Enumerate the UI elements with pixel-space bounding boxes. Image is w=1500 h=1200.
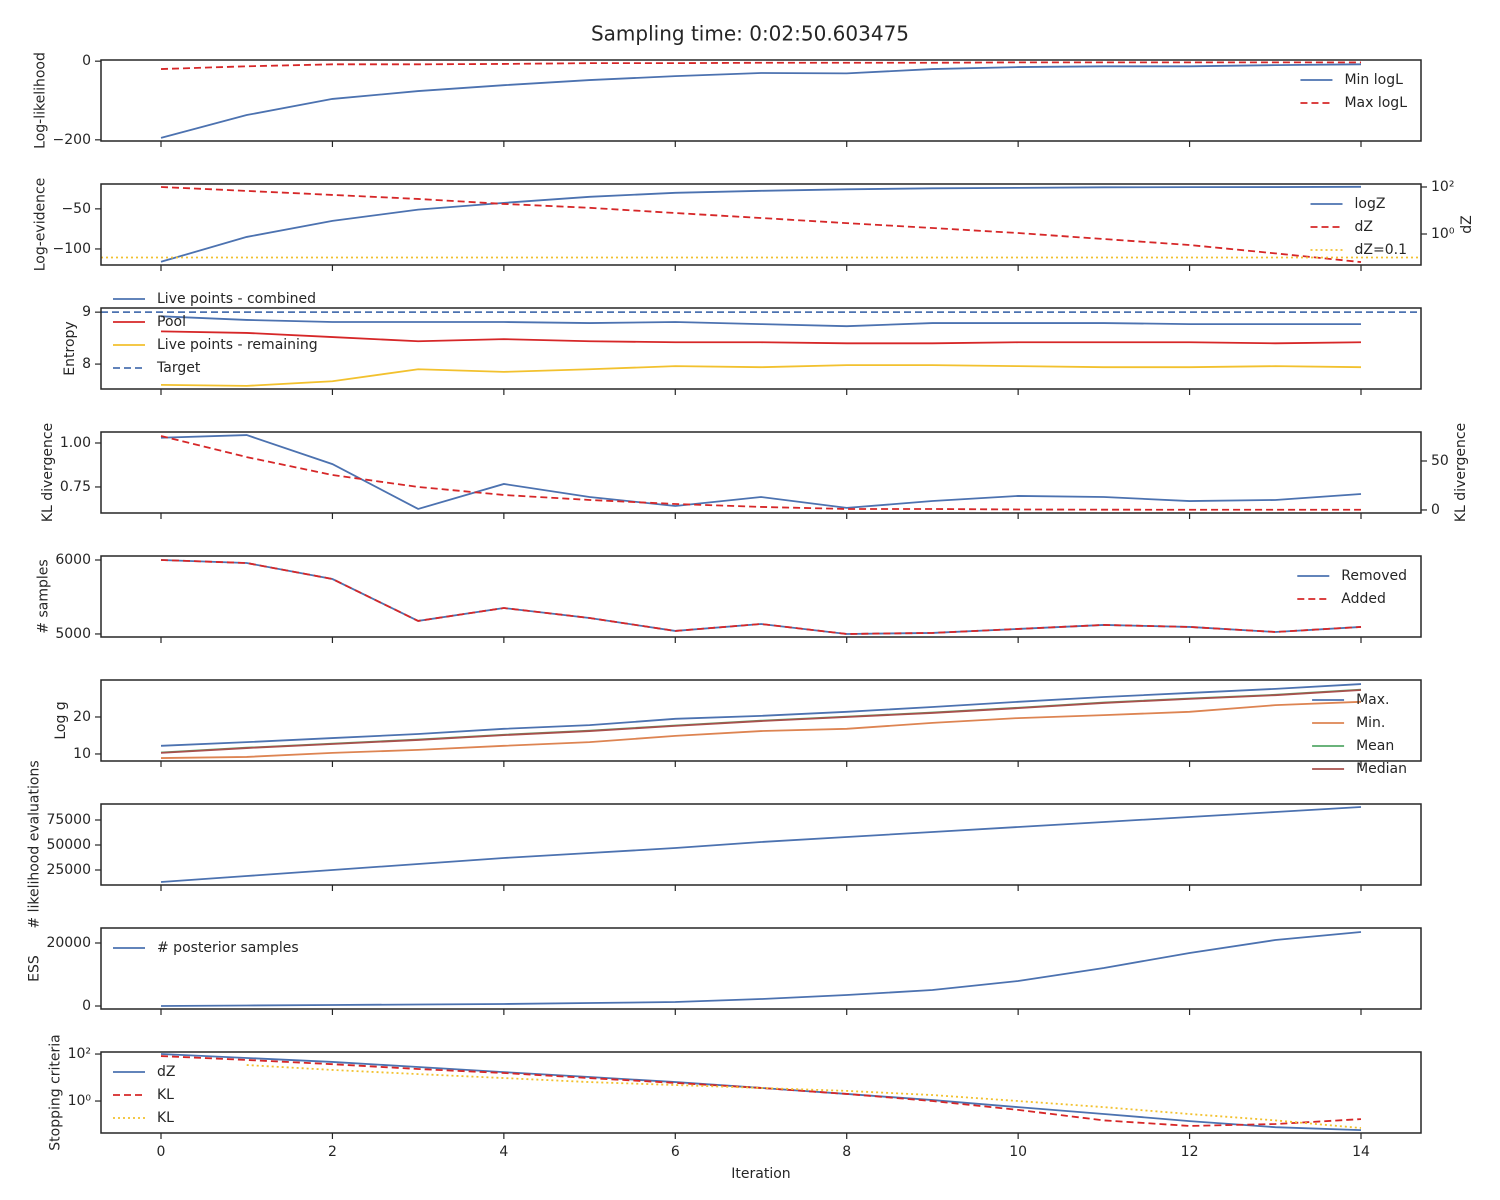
- series-line: [160, 315, 1361, 328]
- legend-label: Mean: [1356, 738, 1394, 754]
- y-tick-label: 6000: [55, 552, 91, 568]
- y2-axis-label: dZ: [1459, 215, 1475, 233]
- y-axis-label: KL divergence: [40, 423, 56, 522]
- legend-label: Min.: [1356, 715, 1385, 731]
- axes-frame: [100, 679, 1422, 762]
- y-tick-label: 20000: [46, 935, 91, 951]
- legend-label: # posterior samples: [157, 940, 299, 956]
- legend-label: Added: [1341, 591, 1386, 607]
- x-tick-label: 8: [842, 1144, 851, 1160]
- y-tick-label: 10²: [68, 1046, 91, 1062]
- series-line: [160, 683, 1362, 747]
- legend-label: Live points - combined: [157, 291, 316, 307]
- figure-title: Sampling time: 0:02:50.603475: [591, 22, 909, 46]
- legend-label: Median: [1356, 761, 1407, 777]
- x-tick-label: 14: [1352, 1144, 1370, 1160]
- y-tick-label: 8: [82, 356, 91, 372]
- series-line: [246, 1064, 1362, 1129]
- x-tick-label: 12: [1181, 1144, 1199, 1160]
- y2-tick-label: 50: [1431, 453, 1449, 469]
- axes-frame: [100, 59, 1422, 142]
- y2-tick-label: 10⁰: [1431, 226, 1455, 242]
- series-line: [160, 435, 1361, 511]
- y-tick-label: 9: [82, 304, 91, 320]
- y-tick-label: 0: [82, 998, 91, 1014]
- x-axis-label: Iteration: [731, 1166, 790, 1182]
- y-axis-label: ESS: [26, 955, 42, 982]
- legend-label: Max.: [1356, 692, 1389, 708]
- y-axis-label: Stopping criteria: [48, 1034, 64, 1150]
- y2-tick-label: 0: [1431, 502, 1440, 518]
- y-axis-label: # samples: [35, 559, 51, 633]
- x-tick-label: 2: [328, 1144, 337, 1160]
- y-tick-label: −200: [53, 132, 91, 148]
- legend-label: logZ: [1355, 196, 1386, 212]
- series-line: [160, 559, 1362, 635]
- legend-label: dZ=0.1: [1355, 242, 1407, 258]
- y-tick-label: 50000: [46, 837, 91, 853]
- y-tick-label: 20: [73, 709, 91, 725]
- y-axis-label: Log-likelihood: [33, 52, 49, 149]
- y-axis-label: Log g: [53, 701, 69, 739]
- series-line: [160, 185, 1362, 263]
- legend-label: Target: [156, 360, 201, 376]
- y-tick-label: −50: [61, 201, 91, 217]
- axes-frame: [100, 307, 1422, 390]
- y-tick-label: 25000: [46, 862, 91, 878]
- series-line: [160, 1055, 1362, 1127]
- x-tick-label: 6: [671, 1144, 680, 1160]
- series-line: [160, 63, 1362, 139]
- y-tick-label: 0: [82, 53, 91, 69]
- legend-label: Min logL: [1344, 72, 1403, 88]
- axes-frame: [100, 1051, 1422, 1134]
- y-tick-label: 1.00: [60, 435, 91, 451]
- series-line: [160, 330, 1362, 345]
- legend-label: Live points - remaining: [157, 337, 318, 353]
- y-axis-label: # likelihood evaluations: [26, 760, 42, 928]
- axes-frame: [100, 555, 1422, 638]
- series-line: [160, 931, 1362, 1007]
- y-axis-label: Entropy: [62, 321, 78, 375]
- y-axis-label: Log-evidence: [33, 178, 49, 272]
- y-tick-label: 0.75: [60, 479, 91, 495]
- legend-label: KL: [157, 1087, 174, 1103]
- axes-frame: [100, 183, 1422, 266]
- x-tick-label: 10: [1009, 1144, 1027, 1160]
- series-line: [160, 61, 1361, 70]
- y-tick-label: 10⁰: [68, 1093, 92, 1109]
- axes-frame: [100, 803, 1422, 886]
- y-tick-label: 10: [73, 746, 91, 762]
- y-tick-label: 5000: [55, 626, 91, 642]
- y2-tick-label: 10²: [1431, 179, 1454, 195]
- axes-frame: [100, 431, 1422, 514]
- legend-label: dZ: [157, 1064, 175, 1080]
- series-line: [160, 689, 1362, 754]
- y-tick-label: −100: [53, 241, 91, 257]
- legend-label: dZ: [1355, 219, 1373, 235]
- legend-label: Removed: [1341, 568, 1407, 584]
- series-line: [160, 186, 1362, 263]
- y2-axis-label: KL divergence: [1453, 423, 1469, 522]
- x-tick-label: 0: [157, 1144, 166, 1160]
- series-line: [160, 364, 1362, 387]
- x-tick-label: 4: [499, 1144, 508, 1160]
- legend-label: KL: [157, 1110, 174, 1126]
- axes-frame: [100, 927, 1422, 1010]
- legend-label: Pool: [157, 314, 186, 330]
- series-line: [160, 700, 1362, 759]
- y-tick-label: 75000: [46, 812, 91, 828]
- series-line: [160, 806, 1362, 883]
- legend-label: Max logL: [1344, 95, 1407, 111]
